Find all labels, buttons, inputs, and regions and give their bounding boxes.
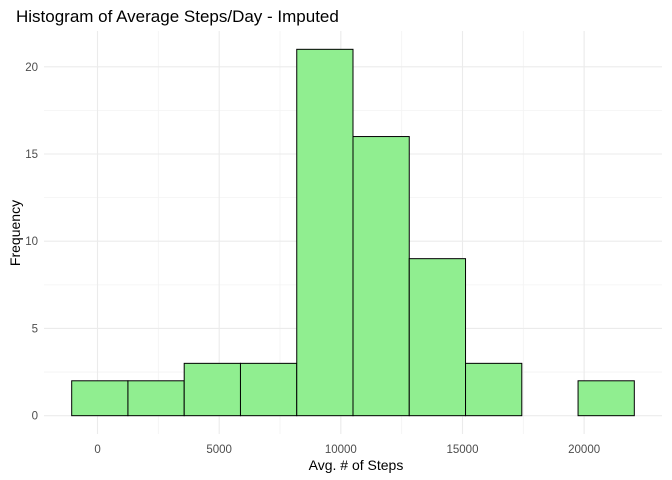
y-tick-label: 20 — [25, 62, 38, 74]
y-axis-title: Frequency — [7, 200, 23, 266]
y-axis-ticks: 0 5 10 15 20 — [25, 62, 38, 423]
x-tick-label: 0 — [94, 444, 100, 456]
histogram-bar — [71, 380, 129, 417]
x-tick-label: 10000 — [325, 444, 357, 456]
histogram-bar — [408, 258, 467, 417]
chart-title: Histogram of Average Steps/Day - Imputed — [16, 7, 339, 26]
y-tick-label: 5 — [32, 323, 38, 335]
histogram-bar — [239, 362, 298, 417]
x-tick-label: 5000 — [206, 444, 232, 456]
y-tick-label: 10 — [25, 236, 38, 248]
histogram-bar — [296, 48, 354, 417]
x-axis-ticks: 0 5000 10000 15000 20000 — [94, 444, 600, 456]
x-tick-label: 20000 — [568, 444, 600, 456]
histogram-bar — [465, 362, 523, 417]
histogram-bar — [352, 136, 410, 417]
histogram-bar — [577, 380, 635, 417]
y-tick-label: 15 — [25, 149, 38, 161]
histogram-bar — [127, 380, 185, 417]
histogram-bar — [183, 362, 241, 417]
histogram-bars — [71, 48, 635, 417]
y-tick-label: 0 — [32, 411, 38, 423]
x-tick-label: 15000 — [446, 444, 478, 456]
x-axis-title: Avg. # of Steps — [309, 457, 404, 473]
